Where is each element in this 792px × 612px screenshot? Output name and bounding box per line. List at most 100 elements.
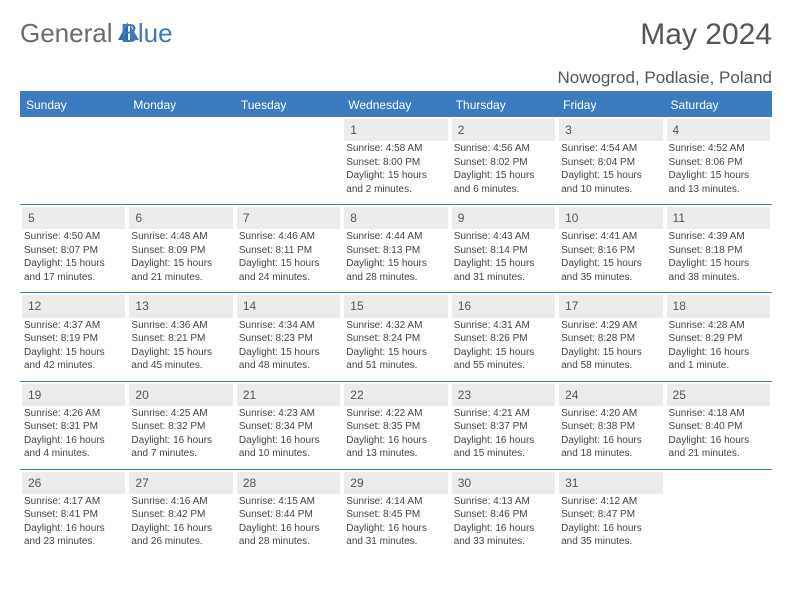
day-number: 19 — [22, 384, 125, 406]
day-cell: Sunrise: 4:56 AMSunset: 8:02 PMDaylight:… — [450, 142, 557, 205]
location-text: Nowogrod, Podlasie, Poland — [20, 68, 772, 93]
sunset-text: Sunset: 8:13 PM — [346, 244, 445, 258]
day-cell: Sunrise: 4:43 AMSunset: 8:14 PMDaylight:… — [450, 230, 557, 293]
day-cell: Sunrise: 4:21 AMSunset: 8:37 PMDaylight:… — [450, 407, 557, 470]
sunset-text: Sunset: 8:45 PM — [346, 508, 445, 522]
day-number: 1 — [344, 119, 447, 141]
day-cell: Sunrise: 4:50 AMSunset: 8:07 PMDaylight:… — [20, 230, 127, 293]
day-number: 6 — [129, 207, 232, 229]
day-number: 5 — [22, 207, 125, 229]
day-cell: Sunrise: 4:34 AMSunset: 8:23 PMDaylight:… — [235, 319, 342, 382]
day-cell — [20, 142, 127, 205]
day-cell: Sunrise: 4:32 AMSunset: 8:24 PMDaylight:… — [342, 319, 449, 382]
daylight-text: Daylight: 15 hours and 10 minutes. — [561, 169, 660, 196]
day-number: 26 — [22, 472, 125, 494]
sunrise-text: Sunrise: 4:28 AM — [669, 319, 768, 333]
day-number: 7 — [237, 207, 340, 229]
sunset-text: Sunset: 8:21 PM — [131, 332, 230, 346]
daylight-text: Daylight: 15 hours and 2 minutes. — [346, 169, 445, 196]
day-number: 21 — [237, 384, 340, 406]
sunset-text: Sunset: 8:24 PM — [346, 332, 445, 346]
sunset-text: Sunset: 8:40 PM — [669, 420, 768, 434]
sunset-text: Sunset: 8:44 PM — [239, 508, 338, 522]
sunrise-text: Sunrise: 4:34 AM — [239, 319, 338, 333]
day-cell: Sunrise: 4:25 AMSunset: 8:32 PMDaylight:… — [127, 407, 234, 470]
title-block: May 2024 — [640, 18, 772, 54]
sunset-text: Sunset: 8:47 PM — [561, 508, 660, 522]
logo-text-blue: Blue — [121, 18, 173, 49]
day-cell: Sunrise: 4:20 AMSunset: 8:38 PMDaylight:… — [557, 407, 664, 470]
sunrise-text: Sunrise: 4:36 AM — [131, 319, 230, 333]
weekday-header: Friday — [557, 93, 664, 117]
day-number — [237, 119, 340, 141]
sunset-text: Sunset: 8:34 PM — [239, 420, 338, 434]
sunset-text: Sunset: 8:29 PM — [669, 332, 768, 346]
daylight-text: Daylight: 16 hours and 10 minutes. — [239, 434, 338, 461]
sunrise-text: Sunrise: 4:17 AM — [24, 495, 123, 509]
daylight-text: Daylight: 16 hours and 18 minutes. — [561, 434, 660, 461]
sunset-text: Sunset: 8:35 PM — [346, 420, 445, 434]
daylight-text: Daylight: 16 hours and 28 minutes. — [239, 522, 338, 549]
sunset-text: Sunset: 8:23 PM — [239, 332, 338, 346]
weekday-header: Saturday — [665, 93, 772, 117]
day-number: 20 — [129, 384, 232, 406]
day-cell: Sunrise: 4:17 AMSunset: 8:41 PMDaylight:… — [20, 495, 127, 557]
header: General Blue May 2024 — [20, 18, 772, 54]
day-number: 27 — [129, 472, 232, 494]
day-cell: Sunrise: 4:37 AMSunset: 8:19 PMDaylight:… — [20, 319, 127, 382]
day-cell: Sunrise: 4:18 AMSunset: 8:40 PMDaylight:… — [665, 407, 772, 470]
sunset-text: Sunset: 8:26 PM — [454, 332, 553, 346]
sunset-text: Sunset: 8:14 PM — [454, 244, 553, 258]
day-number: 31 — [559, 472, 662, 494]
day-cell: Sunrise: 4:52 AMSunset: 8:06 PMDaylight:… — [665, 142, 772, 205]
day-number: 16 — [452, 295, 555, 317]
sunrise-text: Sunrise: 4:50 AM — [24, 230, 123, 244]
sunset-text: Sunset: 8:42 PM — [131, 508, 230, 522]
sunrise-text: Sunrise: 4:16 AM — [131, 495, 230, 509]
weekday-header: Wednesday — [342, 93, 449, 117]
day-number: 28 — [237, 472, 340, 494]
day-number: 25 — [667, 384, 770, 406]
sunset-text: Sunset: 8:19 PM — [24, 332, 123, 346]
sunrise-text: Sunrise: 4:29 AM — [561, 319, 660, 333]
daylight-text: Daylight: 15 hours and 28 minutes. — [346, 257, 445, 284]
daylight-text: Daylight: 16 hours and 33 minutes. — [454, 522, 553, 549]
day-cell: Sunrise: 4:13 AMSunset: 8:46 PMDaylight:… — [450, 495, 557, 557]
day-cell: Sunrise: 4:48 AMSunset: 8:09 PMDaylight:… — [127, 230, 234, 293]
sunrise-text: Sunrise: 4:58 AM — [346, 142, 445, 156]
sunrise-text: Sunrise: 4:12 AM — [561, 495, 660, 509]
day-number: 23 — [452, 384, 555, 406]
day-cell: Sunrise: 4:31 AMSunset: 8:26 PMDaylight:… — [450, 319, 557, 382]
day-cell: Sunrise: 4:44 AMSunset: 8:13 PMDaylight:… — [342, 230, 449, 293]
daylight-text: Daylight: 15 hours and 38 minutes. — [669, 257, 768, 284]
sunrise-text: Sunrise: 4:44 AM — [346, 230, 445, 244]
sunset-text: Sunset: 8:46 PM — [454, 508, 553, 522]
day-cell: Sunrise: 4:26 AMSunset: 8:31 PMDaylight:… — [20, 407, 127, 470]
day-cell — [235, 142, 342, 205]
daylight-text: Daylight: 15 hours and 51 minutes. — [346, 346, 445, 373]
daylight-text: Daylight: 15 hours and 6 minutes. — [454, 169, 553, 196]
daylight-text: Daylight: 15 hours and 45 minutes. — [131, 346, 230, 373]
sunset-text: Sunset: 8:16 PM — [561, 244, 660, 258]
sunrise-text: Sunrise: 4:13 AM — [454, 495, 553, 509]
day-number: 13 — [129, 295, 232, 317]
daylight-text: Daylight: 16 hours and 35 minutes. — [561, 522, 660, 549]
daylight-text: Daylight: 15 hours and 17 minutes. — [24, 257, 123, 284]
sunset-text: Sunset: 8:41 PM — [24, 508, 123, 522]
daylight-text: Daylight: 16 hours and 13 minutes. — [346, 434, 445, 461]
day-cell: Sunrise: 4:54 AMSunset: 8:04 PMDaylight:… — [557, 142, 664, 205]
sunrise-text: Sunrise: 4:14 AM — [346, 495, 445, 509]
day-cell — [665, 495, 772, 557]
sunset-text: Sunset: 8:31 PM — [24, 420, 123, 434]
sunset-text: Sunset: 8:04 PM — [561, 156, 660, 170]
day-cell: Sunrise: 4:39 AMSunset: 8:18 PMDaylight:… — [665, 230, 772, 293]
sunset-text: Sunset: 8:09 PM — [131, 244, 230, 258]
day-cell: Sunrise: 4:16 AMSunset: 8:42 PMDaylight:… — [127, 495, 234, 557]
day-number: 11 — [667, 207, 770, 229]
sunset-text: Sunset: 8:00 PM — [346, 156, 445, 170]
sunset-text: Sunset: 8:06 PM — [669, 156, 768, 170]
sunset-text: Sunset: 8:32 PM — [131, 420, 230, 434]
daylight-text: Daylight: 15 hours and 48 minutes. — [239, 346, 338, 373]
daylight-text: Daylight: 16 hours and 23 minutes. — [24, 522, 123, 549]
daylight-text: Daylight: 15 hours and 31 minutes. — [454, 257, 553, 284]
